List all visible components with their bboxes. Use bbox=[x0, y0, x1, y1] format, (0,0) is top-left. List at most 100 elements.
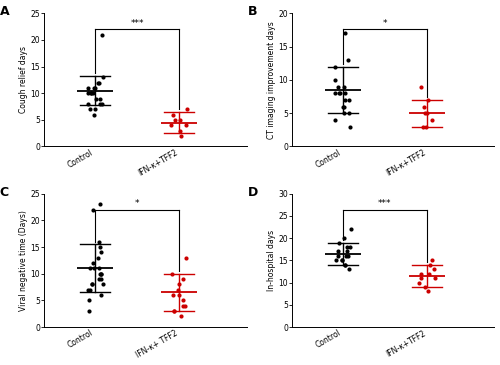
Text: A: A bbox=[0, 5, 10, 18]
Point bbox=[91, 85, 99, 91]
Text: *: * bbox=[382, 19, 387, 28]
Point bbox=[346, 226, 354, 232]
Point bbox=[95, 276, 103, 282]
Point bbox=[332, 117, 340, 123]
Text: B: B bbox=[248, 5, 257, 18]
Point bbox=[346, 266, 354, 272]
Point bbox=[87, 90, 95, 96]
Point bbox=[340, 84, 348, 89]
Point bbox=[90, 85, 98, 91]
Point bbox=[97, 292, 105, 298]
Point bbox=[345, 110, 353, 116]
Point bbox=[84, 85, 92, 91]
Point bbox=[92, 96, 100, 101]
Point bbox=[89, 90, 97, 96]
Point bbox=[168, 271, 176, 277]
Point bbox=[182, 122, 190, 128]
Point bbox=[340, 104, 347, 110]
Point bbox=[340, 110, 348, 116]
Point bbox=[98, 276, 106, 282]
Point bbox=[84, 287, 92, 293]
Y-axis label: In-hospital days: In-hospital days bbox=[266, 230, 276, 291]
Point bbox=[86, 106, 94, 112]
Point bbox=[420, 104, 428, 110]
Point bbox=[97, 271, 105, 277]
Point bbox=[99, 74, 107, 80]
Point bbox=[341, 262, 349, 268]
Point bbox=[94, 80, 102, 85]
Point bbox=[426, 262, 434, 268]
Point bbox=[88, 207, 96, 213]
Point bbox=[331, 90, 339, 96]
Text: D: D bbox=[248, 186, 258, 199]
Point bbox=[424, 271, 432, 277]
Point bbox=[343, 249, 351, 254]
Point bbox=[430, 266, 438, 272]
Point bbox=[332, 64, 340, 69]
Point bbox=[342, 97, 349, 103]
Point bbox=[177, 133, 185, 139]
Point bbox=[346, 244, 354, 250]
Point bbox=[96, 201, 104, 207]
Point bbox=[341, 90, 349, 96]
Y-axis label: Viral negative time (Days): Viral negative time (Days) bbox=[18, 210, 28, 311]
Point bbox=[340, 104, 347, 110]
Point bbox=[97, 271, 105, 277]
Point bbox=[94, 80, 102, 85]
Point bbox=[169, 112, 177, 118]
Point bbox=[96, 271, 104, 277]
Point bbox=[423, 110, 431, 116]
Point bbox=[174, 287, 182, 293]
Point bbox=[341, 262, 349, 268]
Point bbox=[84, 101, 92, 107]
Point bbox=[345, 97, 353, 103]
Point bbox=[176, 128, 184, 134]
Point bbox=[176, 117, 184, 123]
Point bbox=[90, 112, 98, 118]
Point bbox=[98, 32, 106, 38]
Point bbox=[416, 280, 424, 285]
Point bbox=[344, 57, 351, 63]
Point bbox=[336, 90, 344, 96]
Point bbox=[94, 255, 102, 261]
Point bbox=[420, 124, 428, 130]
Point bbox=[89, 260, 97, 266]
Point bbox=[331, 77, 339, 83]
Point bbox=[96, 244, 104, 250]
Point bbox=[96, 96, 104, 101]
Point bbox=[182, 106, 190, 112]
Point bbox=[181, 303, 189, 309]
Point bbox=[424, 97, 432, 103]
Point bbox=[422, 124, 430, 130]
Point bbox=[86, 287, 94, 293]
Point bbox=[428, 257, 436, 263]
Point bbox=[431, 275, 439, 281]
Point bbox=[174, 292, 182, 298]
Point bbox=[334, 84, 342, 89]
Point bbox=[177, 314, 185, 319]
Point bbox=[416, 271, 424, 277]
Point bbox=[99, 281, 107, 287]
Point bbox=[346, 124, 354, 130]
Point bbox=[334, 253, 342, 259]
Point bbox=[340, 235, 348, 241]
Point bbox=[85, 297, 93, 303]
Point bbox=[335, 240, 343, 246]
Point bbox=[334, 249, 342, 254]
Point bbox=[88, 281, 96, 287]
Point bbox=[167, 122, 175, 128]
Point bbox=[95, 239, 103, 245]
Text: C: C bbox=[0, 186, 9, 199]
Point bbox=[179, 276, 187, 282]
Point bbox=[343, 244, 351, 250]
Point bbox=[182, 255, 190, 261]
Point bbox=[342, 30, 349, 36]
Y-axis label: Cough relief days: Cough relief days bbox=[18, 46, 28, 114]
Point bbox=[179, 297, 187, 303]
Point bbox=[344, 253, 351, 259]
Point bbox=[98, 101, 106, 107]
Point bbox=[90, 265, 98, 271]
Point bbox=[98, 249, 106, 255]
Point bbox=[96, 101, 104, 107]
Point bbox=[88, 90, 96, 96]
